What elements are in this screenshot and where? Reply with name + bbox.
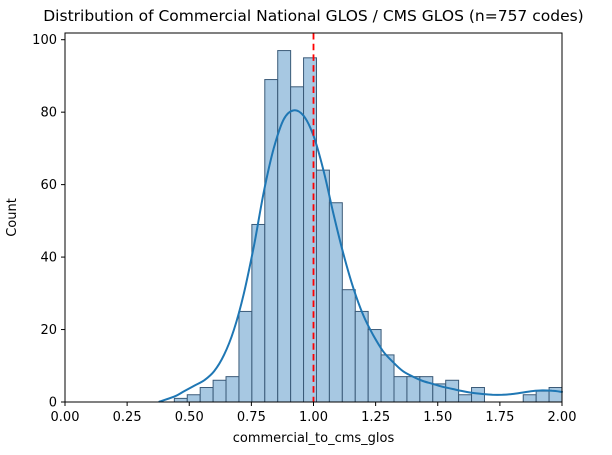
- ticks-layer: 0.00 0.25 0.50 0.75 1.00 1.25 1.50 1.75 2.00 0 20 4…: [32, 33, 576, 425]
- histogram-bar: [393, 376, 408, 403]
- histogram-bar: [522, 394, 537, 403]
- histogram-bar: [173, 397, 188, 403]
- x-tick-label: 1.50: [423, 410, 452, 425]
- histogram-bar: [186, 394, 201, 403]
- x-tick-label: 1.00: [299, 410, 328, 425]
- histogram-bar: [290, 86, 305, 403]
- histogram-bar: [458, 394, 473, 403]
- x-tick-label: 1.25: [361, 410, 390, 425]
- y-tick-label: 100: [32, 33, 57, 48]
- kde-layer: [158, 109, 563, 403]
- histogram-bar: [535, 390, 550, 403]
- histogram-bar: [277, 50, 292, 403]
- x-axis-label: commercial_to_cms_glos: [233, 431, 395, 446]
- x-tick-label: 0.25: [113, 410, 142, 425]
- y-tick-label: 40: [40, 251, 57, 266]
- bars-layer: [173, 50, 563, 403]
- y-tick-label: 20: [40, 323, 57, 338]
- chart-title: Distribution of Commercial National GLOS…: [43, 7, 583, 25]
- x-tick-label: 2.00: [548, 410, 577, 425]
- x-tick-label: 0.75: [237, 410, 266, 425]
- histogram-bar: [199, 387, 214, 403]
- histogram-bar: [354, 310, 369, 403]
- y-axis-label: Count: [5, 198, 20, 237]
- kde-curve: [158, 109, 563, 403]
- histogram-bar: [548, 387, 563, 403]
- x-tick-label: 1.75: [485, 410, 514, 425]
- histogram-bar: [315, 169, 330, 403]
- y-tick-label: 60: [40, 178, 57, 193]
- y-tick-label: 80: [40, 106, 57, 121]
- histogram-bar: [328, 202, 343, 403]
- x-tick-label: 0.00: [51, 410, 80, 425]
- histogram-bar: [238, 310, 253, 403]
- y-tick-label: 0: [49, 396, 57, 411]
- histogram-bar: [264, 79, 279, 403]
- histogram-bar: [341, 289, 356, 403]
- histogram-bar: [367, 329, 382, 403]
- histogram-bar: [406, 376, 421, 403]
- histogram-bar: [445, 379, 460, 403]
- histogram-bar: [225, 376, 240, 403]
- histogram-bar: [212, 379, 227, 403]
- histogram-bar: [303, 57, 317, 403]
- x-tick-label: 0.50: [175, 410, 204, 425]
